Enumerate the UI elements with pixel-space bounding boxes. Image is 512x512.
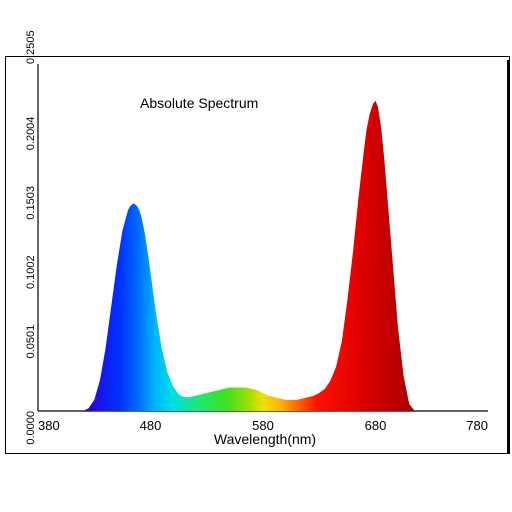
- x-tick-labels: 380 480 580 680 780: [38, 418, 488, 433]
- x-axis-label: Wavelength(nm): [214, 431, 316, 447]
- x-tick-label: 380: [38, 418, 60, 433]
- chart-title: Absolute Spectrum: [140, 95, 258, 111]
- y-tick-label: 0.2505: [25, 30, 37, 64]
- x-tick-label: 580: [252, 418, 274, 433]
- x-tick-label: 680: [365, 418, 387, 433]
- y-tick-label: 0.1002: [25, 255, 37, 289]
- y-tick-labels: 0.0000 0.0501 0.1002 0.1503 0.2004 0.2505: [25, 30, 37, 444]
- chart-frame: [5, 56, 510, 454]
- y-tick-label: 0.2004: [25, 117, 37, 151]
- frame-right-edge: [507, 60, 509, 454]
- y-tick-label: 0.0501: [25, 325, 37, 359]
- y-tick-label: 0.0000: [25, 411, 37, 445]
- y-tick-label: 0.1503: [25, 186, 37, 220]
- x-tick-label: 780: [466, 418, 488, 433]
- spectrum-area: [83, 100, 415, 412]
- x-tick-label: 480: [140, 418, 162, 433]
